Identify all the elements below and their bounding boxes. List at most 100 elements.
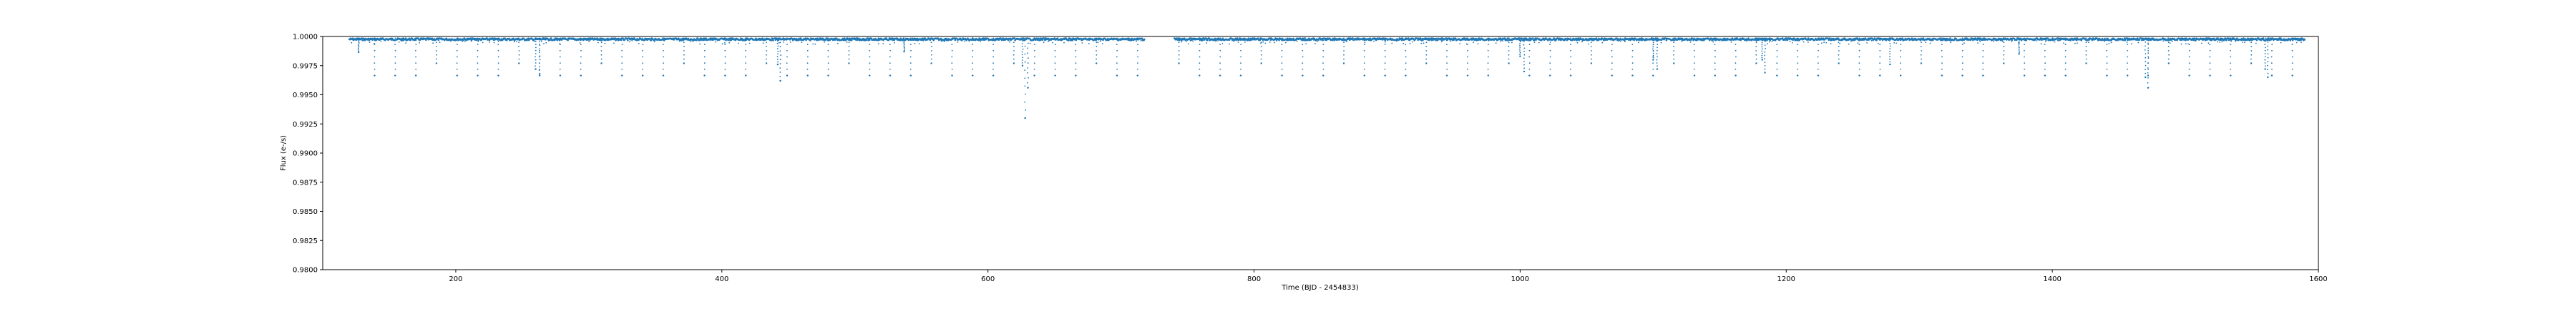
flux-point xyxy=(1982,37,1984,39)
flux-point xyxy=(2106,56,2108,58)
flux-point xyxy=(1508,62,1510,64)
flux-point xyxy=(1013,58,1015,60)
flux-point xyxy=(2044,37,2046,39)
flux-point xyxy=(680,40,683,42)
flux-point xyxy=(2127,56,2129,58)
flux-point xyxy=(1893,42,1896,44)
flux-point xyxy=(638,43,640,44)
flux-point xyxy=(1755,41,1757,44)
flux-point xyxy=(957,41,959,43)
flux-point xyxy=(2064,49,2067,52)
flux-point xyxy=(1532,37,1534,39)
flux-point xyxy=(972,49,974,52)
flux-point xyxy=(777,45,779,47)
flux-point xyxy=(1570,37,1571,39)
flux-point xyxy=(702,39,704,41)
flux-point xyxy=(703,69,706,70)
x-axis: 200 400 600 800 1000 1200 1400 1600 xyxy=(449,270,2328,283)
flux-point xyxy=(2291,44,2293,45)
flux-point xyxy=(703,39,706,41)
flux-point xyxy=(2106,69,2108,70)
flux-point xyxy=(1858,49,1860,52)
flux-point xyxy=(497,62,499,64)
flux-point xyxy=(1013,37,1015,39)
flux-point xyxy=(2137,37,2139,39)
flux-point xyxy=(1781,37,1784,39)
flux-point xyxy=(1391,42,1393,44)
flux-point xyxy=(1116,56,1118,58)
flux-point xyxy=(1322,74,1324,77)
flux-point xyxy=(2003,41,2005,44)
flux-point xyxy=(1920,37,1922,39)
flux-point xyxy=(469,37,472,39)
flux-point xyxy=(1673,37,1674,39)
flux-point xyxy=(1673,46,1674,47)
flux-point xyxy=(2213,37,2215,40)
flux-point xyxy=(1240,69,1241,70)
flux-point xyxy=(580,62,582,64)
flux-point xyxy=(1508,37,1510,39)
flux-point xyxy=(535,40,537,42)
flux-point xyxy=(2117,39,2119,41)
flux-point xyxy=(2264,44,2266,45)
flux-point xyxy=(535,68,537,70)
flux-point xyxy=(1611,62,1613,64)
flux-point xyxy=(779,67,781,69)
flux-point xyxy=(2292,56,2293,58)
flux-point xyxy=(1900,44,1902,45)
flux-point xyxy=(2018,44,2020,46)
flux-point xyxy=(1116,49,1118,52)
flux-point xyxy=(394,62,396,64)
flux-point xyxy=(1405,62,1407,64)
flux-point xyxy=(2147,42,2149,44)
flux-point xyxy=(1656,59,1658,61)
flux-point xyxy=(910,49,912,52)
flux-point xyxy=(1889,45,1891,47)
flux-point xyxy=(1945,40,1947,41)
flux-point xyxy=(1257,37,1259,39)
flux-point xyxy=(2145,45,2146,47)
flux-point xyxy=(2230,37,2232,39)
flux-point xyxy=(1199,39,1201,41)
flux-point xyxy=(779,76,781,77)
flux-point xyxy=(1523,37,1525,39)
flux-point xyxy=(724,37,726,39)
y-tick-label: 0.9850 xyxy=(293,208,318,216)
flux-point xyxy=(1024,45,1026,47)
flux-point xyxy=(505,39,508,41)
flux-point xyxy=(1523,57,1525,59)
flux-point xyxy=(779,72,781,73)
flux-point xyxy=(374,37,376,39)
flux-point xyxy=(703,44,706,45)
flux-point xyxy=(1714,37,1716,39)
flux-point xyxy=(1761,48,1763,50)
flux-point xyxy=(1523,47,1526,49)
flux-point xyxy=(2085,54,2087,56)
flux-point xyxy=(1611,74,1613,77)
flux-point xyxy=(1024,101,1026,103)
flux-point xyxy=(1900,69,1902,70)
flux-point xyxy=(580,74,582,77)
flux-point xyxy=(2301,41,2302,44)
flux-point xyxy=(1838,62,1840,64)
flux-point xyxy=(1487,74,1489,77)
flux-point xyxy=(1317,39,1320,41)
flux-point xyxy=(2003,50,2005,52)
flux-point xyxy=(477,41,479,42)
flux-point xyxy=(477,74,479,77)
flux-point xyxy=(2230,69,2232,70)
flux-point xyxy=(1879,74,1881,77)
flux-point xyxy=(2217,37,2219,39)
flux-point xyxy=(2127,37,2128,39)
flux-point xyxy=(2025,39,2028,41)
flux-point xyxy=(1446,49,1448,52)
flux-point xyxy=(2180,43,2182,45)
flux-point xyxy=(745,44,747,45)
flux-point xyxy=(547,40,550,41)
flux-point xyxy=(663,39,665,41)
flux-point xyxy=(1581,41,1583,43)
flux-point xyxy=(724,62,726,64)
flux-point xyxy=(1214,40,1216,42)
flux-point xyxy=(436,58,437,60)
flux-point xyxy=(745,49,747,52)
